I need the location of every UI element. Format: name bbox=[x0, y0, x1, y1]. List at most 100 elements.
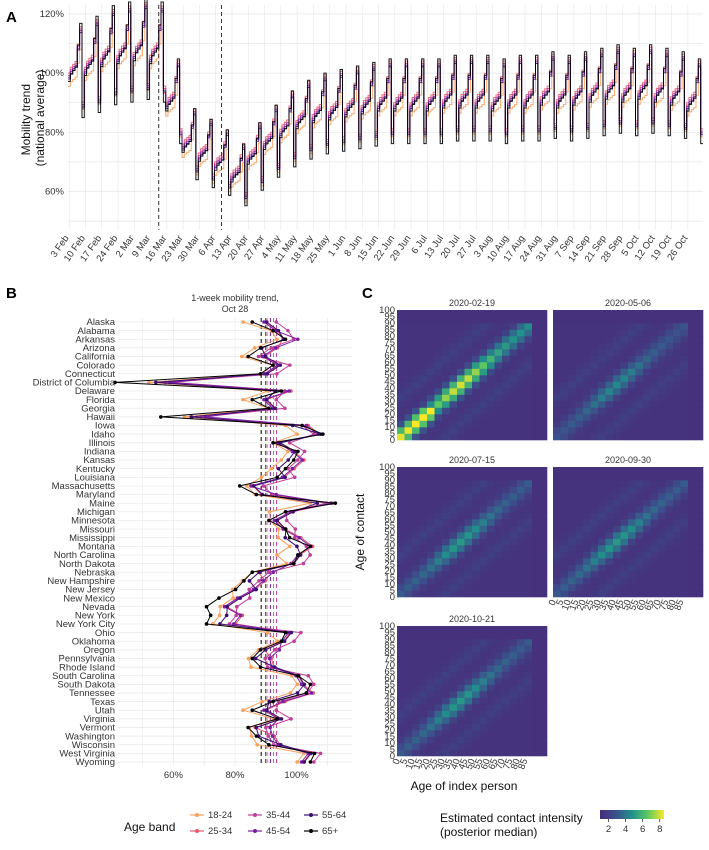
series-point-65+ bbox=[267, 518, 271, 523]
series-point-55-64 bbox=[286, 458, 291, 462]
heatmap-cell bbox=[502, 697, 510, 705]
heatmap-cell bbox=[517, 473, 525, 481]
heatmap-cell bbox=[397, 433, 405, 441]
heatmap-cell bbox=[479, 743, 488, 750]
heatmap-cell bbox=[568, 407, 576, 415]
heatmap-cell bbox=[590, 433, 599, 441]
heatmap-x-tick: 75 bbox=[657, 598, 671, 612]
heatmap-cell bbox=[509, 519, 518, 526]
heatmap-cell bbox=[598, 525, 606, 533]
heatmap-cell bbox=[658, 545, 666, 552]
heatmap-cell bbox=[532, 678, 540, 685]
heatmap-cell bbox=[673, 577, 681, 585]
heatmap-cell bbox=[457, 323, 465, 330]
heatmap-cell bbox=[487, 571, 495, 578]
heatmap-cell bbox=[464, 743, 473, 750]
heatmap-cell bbox=[449, 730, 458, 737]
heatmap-cell bbox=[479, 717, 488, 724]
heatmap-cell bbox=[643, 433, 651, 441]
heatmap-cell bbox=[487, 499, 495, 507]
heatmap-cell bbox=[539, 558, 548, 565]
heatmap-cell bbox=[680, 473, 689, 481]
heatmap-cell bbox=[419, 427, 428, 434]
heatmap-cell bbox=[397, 420, 405, 428]
heatmap-cell bbox=[553, 420, 561, 428]
heatmap-cell bbox=[583, 349, 591, 356]
heatmap-cell bbox=[524, 512, 533, 520]
heatmap-cell bbox=[464, 414, 473, 421]
heatmap-cell bbox=[539, 519, 548, 526]
series-point-35-44 bbox=[235, 604, 239, 609]
heatmap-cell bbox=[434, 420, 443, 428]
heatmap-cell bbox=[457, 538, 465, 546]
heatmap-cell bbox=[650, 493, 659, 500]
heatmap-cell bbox=[665, 499, 674, 507]
heatmap-cell bbox=[434, 349, 443, 356]
series-point-35-44 bbox=[312, 682, 316, 687]
heatmap-cell bbox=[688, 388, 696, 395]
heatmap-cell bbox=[412, 545, 420, 552]
heatmap-cell bbox=[472, 632, 480, 640]
heatmap-y-tick: 15 bbox=[384, 415, 395, 426]
heatmap-cell bbox=[479, 691, 488, 698]
heatmap-cell bbox=[404, 697, 413, 705]
heatmap-cell bbox=[673, 414, 681, 421]
heatmap-x-tick: 60 bbox=[635, 598, 649, 612]
heatmap-cell bbox=[524, 519, 533, 526]
heatmap-cell bbox=[442, 486, 450, 494]
heatmap-cell bbox=[613, 545, 621, 552]
heatmap-cell bbox=[560, 564, 569, 572]
heatmap-cell bbox=[472, 433, 480, 441]
state-label: North Carolina bbox=[54, 550, 116, 561]
heatmap-cell bbox=[517, 558, 525, 565]
heatmap-x-tick: 70 bbox=[650, 598, 664, 612]
heatmap-x-tick: 25 bbox=[426, 757, 440, 771]
heatmap-cell bbox=[434, 401, 443, 408]
state-label: New York bbox=[75, 611, 115, 622]
heatmap-cell bbox=[620, 342, 629, 350]
heatmap-cell bbox=[449, 551, 458, 559]
heatmap-cell bbox=[680, 577, 689, 585]
heatmap-cell bbox=[560, 499, 569, 507]
heatmap-y-tick: 55 bbox=[384, 363, 395, 374]
heatmap-cell bbox=[419, 467, 428, 474]
heatmap-cell bbox=[457, 665, 465, 672]
heatmap-cell bbox=[650, 473, 659, 481]
heatmap-cell bbox=[479, 519, 488, 526]
heatmap-cell bbox=[658, 368, 666, 376]
heatmap-cell bbox=[427, 316, 435, 324]
series-point-65+ bbox=[271, 328, 275, 333]
heatmap-cell bbox=[680, 355, 689, 363]
heatmap-cell bbox=[539, 336, 548, 343]
heatmap-cell bbox=[502, 349, 510, 356]
heatmap-cell bbox=[457, 414, 465, 421]
heatmap-cell bbox=[695, 584, 704, 591]
heatmap-cell bbox=[628, 381, 636, 389]
heatmap-cell bbox=[442, 473, 450, 481]
heatmap-cell bbox=[680, 590, 689, 598]
heatmap-cell bbox=[472, 626, 480, 633]
heatmap-cell bbox=[419, 401, 428, 408]
heatmap-cell bbox=[673, 420, 681, 428]
state-label: Tennessee bbox=[69, 688, 115, 699]
heatmap-cell bbox=[442, 506, 450, 513]
heatmap-cell bbox=[419, 652, 428, 659]
heatmap-cell bbox=[464, 362, 473, 369]
heatmap-cell bbox=[397, 329, 405, 337]
heatmap-cell bbox=[620, 512, 629, 520]
heatmap-cell bbox=[464, 626, 473, 633]
heatmap-title: 2020-07-15 bbox=[449, 455, 495, 465]
heatmap-cell bbox=[539, 506, 548, 513]
heatmap-cell bbox=[509, 506, 518, 513]
series-point-35-44 bbox=[302, 449, 307, 454]
heatmap-cell bbox=[590, 538, 599, 546]
heatmap-cell bbox=[442, 590, 450, 598]
heatmap-cell bbox=[635, 368, 644, 376]
heatmap-cell bbox=[464, 381, 473, 389]
series-point-18-24 bbox=[288, 691, 293, 695]
heatmap-cell bbox=[517, 538, 525, 546]
series-point-35-44 bbox=[288, 440, 292, 445]
heatmap-cell bbox=[404, 316, 413, 324]
heatmap-cell bbox=[613, 349, 621, 356]
heatmap-x-tick: 75 bbox=[501, 757, 515, 771]
